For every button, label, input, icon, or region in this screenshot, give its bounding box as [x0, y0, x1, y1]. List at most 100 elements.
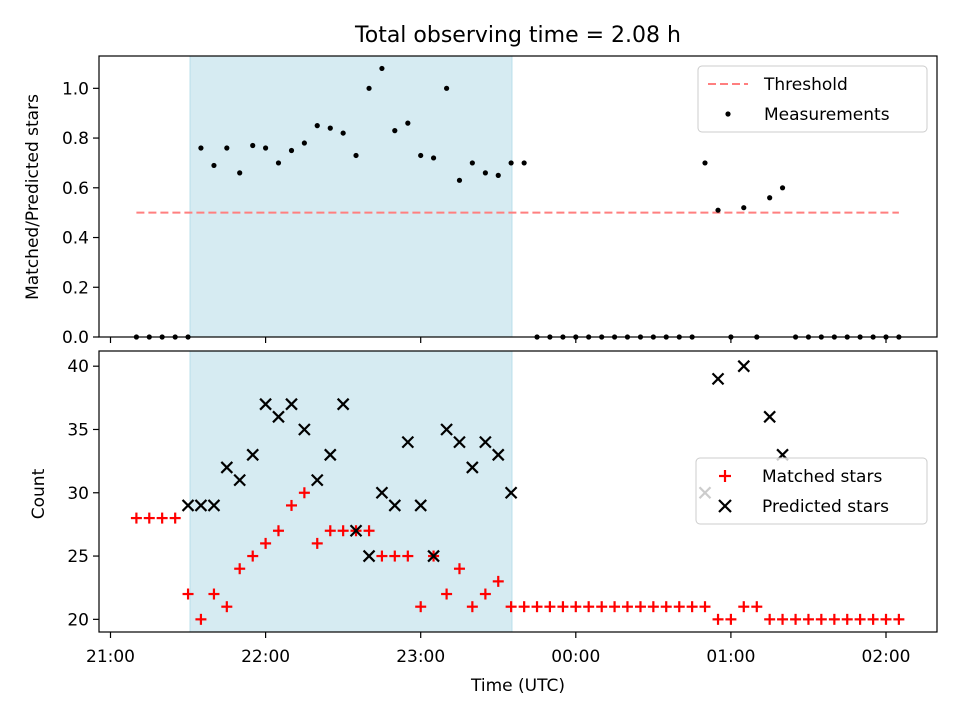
measurement-point — [444, 85, 450, 91]
measurement-point — [482, 170, 488, 176]
predicted-star-point — [737, 359, 751, 373]
y-tick-label: 0.6 — [62, 179, 89, 199]
predicted-star-point — [362, 549, 376, 563]
predicted-star-point — [466, 461, 479, 474]
bottom-plot-frame — [98, 350, 938, 633]
predicted-legend-swatch — [718, 499, 732, 513]
x-tick-label: 00:00 — [551, 647, 600, 667]
matched-star-point — [621, 601, 633, 613]
matched-star-point — [647, 601, 659, 613]
chart-title: Total observing time = 2.08 h — [354, 23, 681, 48]
measurement-point — [327, 125, 333, 131]
predicted-star-point — [259, 397, 272, 411]
matched-star-point — [764, 613, 776, 625]
x-tick-label: 02:00 — [862, 647, 911, 667]
measurement-point — [741, 205, 747, 211]
matched-star-point — [660, 601, 672, 613]
top-legend-box — [697, 65, 928, 133]
top-plot-marks — [133, 65, 902, 340]
matched-star-point — [609, 601, 621, 613]
matched-star-point — [583, 601, 595, 613]
predicted-star-point — [298, 423, 311, 436]
measurement-point — [405, 120, 411, 126]
matched-star-point — [893, 613, 905, 625]
measurement-point — [250, 142, 256, 149]
predicted-star-point — [388, 499, 402, 512]
measurement-point — [301, 140, 307, 146]
measurements-legend-swatch — [725, 111, 731, 117]
measurement-point — [366, 85, 372, 91]
matched-star-point — [777, 613, 789, 625]
matched-star-point — [841, 613, 853, 625]
predicted-star-point — [763, 410, 776, 424]
bottom-shaded-region — [189, 350, 513, 633]
matched-star-point — [389, 550, 401, 562]
predicted-star-point — [440, 423, 453, 436]
measurement-point — [379, 65, 385, 72]
measurement-point — [237, 170, 243, 176]
matched-star-point — [738, 601, 750, 613]
predicted-star-point — [285, 397, 298, 411]
top-y-axis: 0.0 0.2 0.4 0.6 0.8 1.0 — [62, 79, 99, 348]
matched-star-point — [195, 613, 207, 625]
matched-star-point — [247, 550, 259, 562]
predicted-star-point — [401, 435, 415, 449]
measurement-point — [392, 128, 398, 134]
measurement-point — [198, 145, 204, 151]
matched-star-point — [441, 588, 453, 600]
threshold-legend-label: Threshold — [763, 75, 848, 95]
predicted-legend-label: Predicted stars — [762, 497, 889, 517]
measurement-point — [275, 160, 282, 166]
matched-star-point — [453, 563, 465, 575]
matched-star-point — [802, 613, 814, 625]
matched-star-point — [531, 601, 543, 613]
predicted-star-point — [336, 397, 350, 411]
y-tick-label: 30 — [67, 484, 89, 504]
measurement-point — [456, 177, 463, 183]
matched-star-point — [479, 588, 491, 600]
matched-star-point — [686, 601, 698, 613]
top-legend: Threshold Measurements — [697, 65, 928, 133]
measurements-legend-label: Measurements — [764, 105, 890, 125]
matched-star-point — [570, 601, 582, 613]
matched-star-point — [828, 613, 840, 625]
predicted-star-point — [349, 524, 363, 538]
predicted-star-point — [194, 499, 208, 512]
matched-star-point — [466, 601, 478, 613]
top-panel: 0.0 0.2 0.4 0.6 0.8 1.0 Matched/Predicted sta… — [23, 55, 938, 348]
matched-star-point — [815, 613, 827, 625]
top-plot-frame — [98, 55, 938, 338]
measurement-point — [521, 160, 527, 166]
matched-star-point — [867, 613, 879, 625]
top-shaded-region — [189, 55, 513, 338]
matched-star-point — [156, 512, 168, 524]
predicted-star-point — [233, 473, 246, 487]
predicted-star-point — [453, 435, 466, 449]
predicted-star-point — [323, 448, 337, 462]
predicted-star-point — [181, 499, 195, 512]
measurement-point — [353, 152, 359, 159]
bottom-plot-marks — [130, 359, 905, 625]
predicted-star-point — [207, 499, 221, 512]
measurement-point — [702, 160, 708, 166]
matched-star-point — [544, 601, 556, 613]
bottom-legend-box — [695, 457, 928, 525]
y-tick-label: 0.4 — [62, 229, 89, 249]
matched-star-point — [790, 613, 802, 625]
matched-star-point — [518, 601, 530, 613]
predicted-star-point — [414, 499, 427, 512]
matched-star-point — [298, 487, 310, 499]
matched-star-point — [208, 588, 220, 600]
matched-star-point — [337, 525, 349, 537]
matched-star-point — [751, 601, 763, 613]
x-tick-label: 01:00 — [706, 647, 755, 667]
predicted-star-point — [479, 435, 492, 449]
bottom-panel: 20 25 30 35 40 21:00 22:00 23:00 00:00 01:00 02:0… — [29, 350, 938, 696]
matched-star-point — [363, 525, 375, 537]
matched-legend-swatch — [719, 470, 731, 482]
measurement-point — [495, 172, 501, 178]
measurement-point — [767, 195, 773, 201]
measurement-point — [288, 147, 295, 154]
measurement-point — [314, 123, 320, 129]
matched-legend-label: Matched stars — [762, 467, 882, 487]
